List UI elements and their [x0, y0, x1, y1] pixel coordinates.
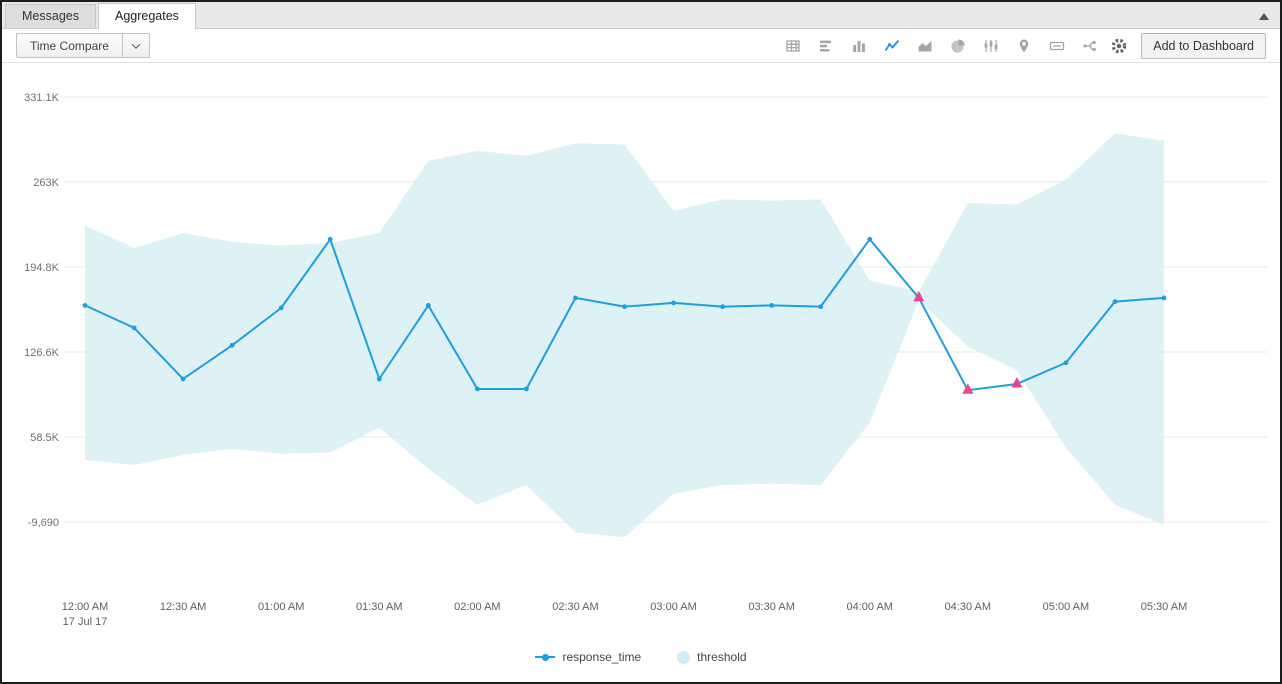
column-chart-icon — [853, 40, 866, 52]
chart-area: 331.1K 263K 194.8K 126.6K 58.5K -9,690 12:00 A… — [2, 63, 1280, 680]
legend-label-response-time: response_time — [562, 650, 642, 664]
bar-chart-button[interactable] — [816, 36, 836, 56]
box-plot-icon — [984, 39, 998, 52]
band-series-swatch-icon — [677, 650, 691, 664]
svg-text:12:30 AM: 12:30 AM — [160, 601, 206, 613]
chart-settings-button[interactable] — [1109, 36, 1129, 56]
line-chart-icon — [884, 39, 900, 51]
map-button[interactable] — [1014, 36, 1034, 56]
single-value-button[interactable] — [1047, 36, 1067, 56]
chevron-down-icon — [131, 39, 141, 49]
svg-text:01:00 AM: 01:00 AM — [258, 601, 304, 613]
svg-text:03:00 AM: 03:00 AM — [650, 601, 696, 613]
box-plot-button[interactable] — [981, 36, 1001, 56]
tab-messages-label: Messages — [22, 9, 79, 23]
map-pin-icon — [1020, 39, 1029, 52]
svg-text:01:30 AM: 01:30 AM — [356, 601, 402, 613]
collapse-arrow-icon — [1259, 12, 1269, 20]
time-compare-button[interactable]: Time Compare — [16, 33, 123, 58]
pie-chart-icon — [951, 38, 965, 53]
svg-text:331.1K: 331.1K — [24, 92, 60, 104]
svg-text:263K: 263K — [33, 177, 59, 189]
area-chart-button[interactable] — [915, 36, 935, 56]
time-compare-split-button: Time Compare — [16, 33, 150, 58]
time-compare-dropdown-button[interactable] — [122, 33, 150, 58]
svg-text:04:30 AM: 04:30 AM — [945, 601, 991, 613]
table-icon — [786, 39, 800, 52]
flow-button[interactable] — [1080, 36, 1100, 56]
chart-type-icon-group — [783, 36, 1100, 56]
legend-item-threshold[interactable]: threshold — [677, 650, 747, 664]
aggregates-toolbar: Time Compare — [2, 29, 1280, 63]
svg-text:02:30 AM: 02:30 AM — [552, 601, 598, 613]
aggregate-chart-svg[interactable]: 331.1K 263K 194.8K 126.6K 58.5K -9,690 12:00 A… — [2, 63, 1282, 638]
svg-text:126.6K: 126.6K — [24, 347, 60, 359]
add-to-dashboard-button[interactable]: Add to Dashboard — [1141, 32, 1266, 59]
svg-text:58.5K: 58.5K — [30, 432, 59, 444]
tab-messages[interactable]: Messages — [5, 4, 96, 28]
line-series-swatch-icon — [535, 653, 556, 661]
line-chart-button[interactable] — [882, 36, 902, 56]
svg-text:194.8K: 194.8K — [24, 262, 60, 274]
collapse-panel-button[interactable] — [1257, 9, 1271, 23]
single-value-icon — [1050, 41, 1065, 50]
svg-text:04:00 AM: 04:00 AM — [846, 601, 892, 613]
pie-chart-button[interactable] — [948, 36, 968, 56]
column-chart-button[interactable] — [849, 36, 869, 56]
flow-icon — [1083, 40, 1097, 51]
svg-text:03:30 AM: 03:30 AM — [748, 601, 794, 613]
chart-legend: response_time threshold — [2, 650, 1280, 664]
tab-aggregates[interactable]: Aggregates — [97, 3, 196, 29]
settings-gear-icon — [1111, 38, 1127, 53]
svg-text:12:00 AM: 12:00 AM — [62, 601, 108, 613]
legend-label-threshold: threshold — [697, 650, 747, 664]
tab-aggregates-label: Aggregates — [114, 9, 179, 23]
legend-item-response-time[interactable]: response_time — [535, 650, 641, 664]
svg-text:02:00 AM: 02:00 AM — [454, 601, 500, 613]
svg-text:17 Jul 17: 17 Jul 17 — [63, 616, 108, 628]
bar-chart-icon — [820, 40, 832, 51]
svg-text:05:30 AM: 05:30 AM — [1141, 601, 1187, 613]
results-tab-bar: Messages Aggregates — [2, 2, 1280, 29]
area-chart-icon — [918, 40, 932, 51]
svg-text:-9,690: -9,690 — [28, 517, 59, 529]
svg-text:05:00 AM: 05:00 AM — [1043, 601, 1089, 613]
table-view-button[interactable] — [783, 36, 803, 56]
